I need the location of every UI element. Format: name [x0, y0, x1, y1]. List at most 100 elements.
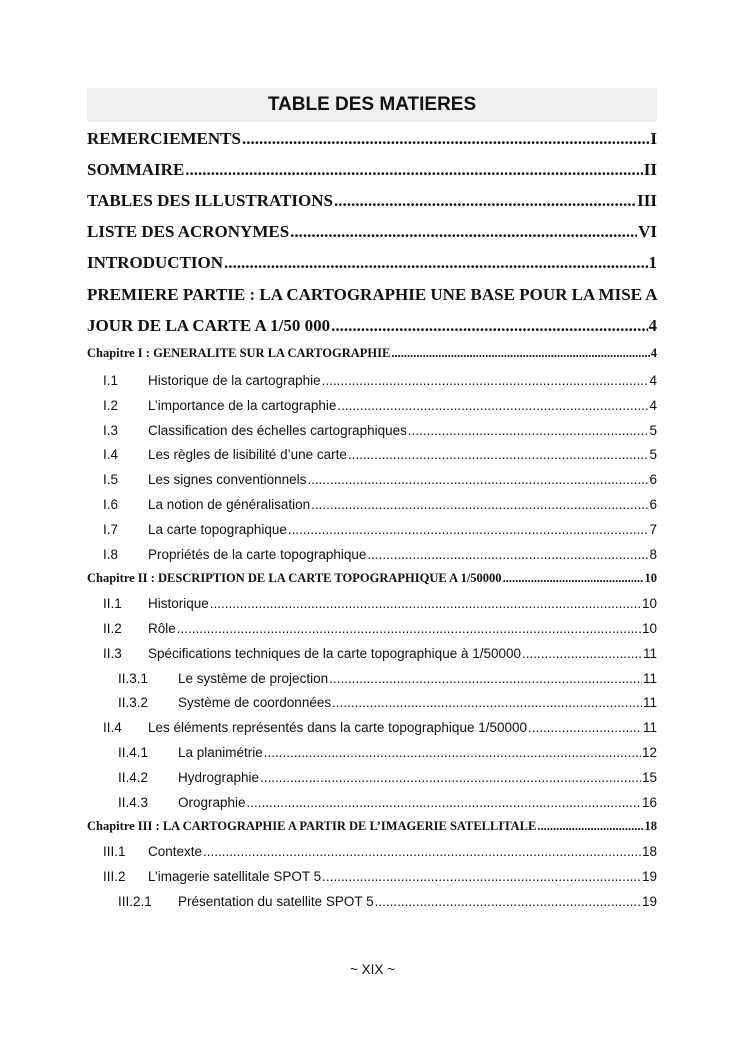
toc-entry[interactable]: II.4.2 Hydrographie 15 — [87, 770, 657, 785]
toc-entry[interactable]: I.2 L’importance de la cartographie 4 — [87, 398, 657, 413]
toc-entry-page: 1 — [648, 253, 658, 272]
toc-entry-label: TABLES DES ILLUSTRATIONS — [87, 191, 333, 210]
toc-entry[interactable]: Chapitre II : DESCRIPTION DE LA CARTE TO… — [87, 571, 657, 586]
toc-entry-page: 6 — [649, 472, 657, 488]
toc-entry-number: I.4 — [103, 447, 119, 463]
dot-leader — [391, 346, 649, 361]
dot-leader — [408, 423, 649, 438]
toc-entry-page: 19 — [641, 869, 657, 884]
toc-entry[interactable]: II.2 Rôle 10 — [87, 621, 657, 636]
toc-entry[interactable]: JOUR DE LA CARTE A 1/50 000 4 — [87, 316, 657, 336]
toc-entry-number: III.2.1 — [118, 893, 152, 909]
toc-entry-page: 12 — [641, 745, 657, 760]
toc-entry[interactable]: III.2.1 Présentation du satellite SPOT 5 … — [87, 894, 657, 909]
dot-leader — [185, 160, 642, 180]
toc-entry[interactable]: I.8 Propriétés de la carte topographique … — [87, 547, 657, 562]
toc-entry-page: 11 — [642, 720, 657, 736]
toc-entry-label: Chapitre III : LA CARTOGRAPHIE A PARTIR … — [87, 819, 537, 834]
toc-entry-number: II.4 — [103, 720, 122, 736]
dot-leader — [537, 819, 643, 834]
dot-leader — [375, 894, 641, 909]
toc-entry[interactable]: I.3 Classification des échelles cartograp… — [87, 423, 657, 438]
toc-entry-page: 5 — [649, 422, 657, 438]
toc-entry[interactable]: III.2 L’imagerie satellitale SPOT 5 19 — [87, 869, 657, 884]
toc-entry-label: Les signes conventionnels — [148, 472, 307, 488]
toc-entry-label: Les éléments représentés dans la carte t… — [148, 720, 528, 736]
toc-entry-number: II.4.2 — [118, 769, 149, 785]
dot-leader — [177, 621, 641, 636]
toc-entry[interactable]: I.1 Historique de la cartographie 4 — [87, 373, 657, 388]
dot-leader — [329, 671, 642, 686]
dot-leader — [290, 222, 637, 242]
dot-leader — [322, 373, 649, 388]
toc-entry-label: SOMMAIRE — [87, 160, 185, 179]
toc-entry-number: II.1 — [103, 596, 122, 612]
toc-entry[interactable]: I.4 Les règles de lisibilité d’une carte 5 — [87, 447, 657, 462]
toc-entry-number: I.5 — [103, 472, 119, 488]
toc-entry-page: 18 — [641, 844, 657, 860]
toc-entry-label: Le système de projection — [178, 670, 329, 686]
toc-entry-number: I.1 — [103, 373, 119, 388]
toc-entry[interactable]: III.1 Contexte 18 — [87, 844, 657, 859]
toc-entry[interactable]: I.7 La carte topographique 7 — [87, 522, 657, 537]
toc-entry-label: INTRODUCTION — [87, 253, 224, 272]
dot-leader — [224, 253, 647, 273]
toc-entry-page: 10 — [641, 596, 657, 612]
dot-leader — [503, 571, 644, 586]
toc-entry[interactable]: INTRODUCTION 1 — [87, 253, 657, 273]
toc-entry-label: Propriétés de la carte topographique — [148, 546, 367, 562]
toc-entry-label: Système de coordonnées — [178, 695, 332, 711]
toc-entry[interactable]: LISTE DES ACRONYMES VI — [87, 222, 657, 242]
toc-entry-page: 4 — [648, 316, 658, 335]
toc-entry[interactable]: II.3.1 Le système de projection 11 — [87, 671, 657, 686]
toc-entry-number: I.2 — [103, 397, 119, 413]
toc-entry-label: Les règles de lisibilité d’une carte — [148, 447, 347, 463]
toc-entry-page: 18 — [644, 819, 658, 834]
toc-entry[interactable]: Chapitre III : LA CARTOGRAPHIE A PARTIR … — [87, 819, 657, 834]
dot-leader — [288, 522, 649, 537]
toc-entry[interactable]: II.3.2 Système de coordonnées 11 — [87, 695, 657, 710]
dot-leader — [331, 316, 647, 336]
toc-entry[interactable]: I.5 Les signes conventionnels 6 — [87, 472, 657, 487]
dot-leader — [348, 447, 649, 462]
toc-entry-label: Chapitre I : GENERALITE SUR LA CARTOGRAP… — [87, 346, 391, 360]
toc-entry-label: Classification des échelles cartographiq… — [148, 422, 407, 438]
toc-entry-label: Hydrographie — [178, 769, 260, 785]
toc-entry[interactable]: Chapitre I : GENERALITE SUR LA CARTOGRAP… — [87, 346, 657, 361]
dot-leader — [260, 770, 641, 785]
dot-leader — [247, 795, 641, 810]
toc-entry[interactable]: II.3 Spécifications techniques de la cart… — [87, 646, 657, 661]
toc-entry[interactable]: TABLES DES ILLUSTRATIONS III — [87, 191, 657, 211]
toc-entry[interactable]: PREMIERE PARTIE : LA CARTOGRAPHIE UNE BA… — [87, 285, 658, 305]
toc-entry[interactable]: II.4 Les éléments représentés dans la car… — [87, 720, 657, 735]
dot-leader — [307, 472, 648, 487]
toc-entry-label: Spécifications techniques de la carte to… — [148, 645, 522, 661]
toc-entry-page: 11 — [642, 670, 657, 686]
toc-entry-page: 19 — [641, 893, 657, 909]
toc-entry-page: 11 — [642, 695, 657, 711]
toc-entry[interactable]: SOMMAIRE II — [87, 160, 657, 180]
toc-entry-label: Rôle — [148, 621, 176, 636]
toc-entry[interactable]: II.4.3 Orographie 16 — [87, 795, 657, 810]
dot-leader — [334, 191, 636, 211]
toc-entry-label: PREMIERE PARTIE : LA CARTOGRAPHIE UNE BA… — [87, 285, 658, 304]
toc-entry-label: Orographie — [178, 794, 246, 810]
toc-entry-page: 10 — [641, 621, 657, 636]
toc-entry-number: II.4.1 — [118, 745, 149, 760]
toc-entry[interactable]: II.1 Historique 10 — [87, 596, 657, 611]
toc-entry[interactable]: I.6 La notion de généralisation 6 — [87, 497, 657, 512]
toc-entry-label: L’imagerie satellitale SPOT 5 — [148, 869, 322, 884]
toc-entry-page: 5 — [649, 447, 657, 463]
toc-entry-number: II.4.3 — [118, 794, 149, 810]
toc-entry-label: Contexte — [148, 844, 203, 860]
dot-leader — [311, 497, 648, 512]
toc-entry-page: 7 — [649, 521, 657, 537]
toc-entry-page: II — [643, 160, 657, 179]
toc-entry-label: Présentation du satellite SPOT 5 — [178, 893, 374, 909]
toc-entry[interactable]: II.4.1 La planimétrie 12 — [87, 745, 657, 760]
toc-entry-page: I — [650, 129, 657, 148]
toc-entry-number: III.1 — [103, 844, 126, 860]
toc-entry[interactable]: REMERCIEMENTS I — [87, 129, 657, 149]
toc-entry-number: II.3.2 — [118, 695, 149, 711]
